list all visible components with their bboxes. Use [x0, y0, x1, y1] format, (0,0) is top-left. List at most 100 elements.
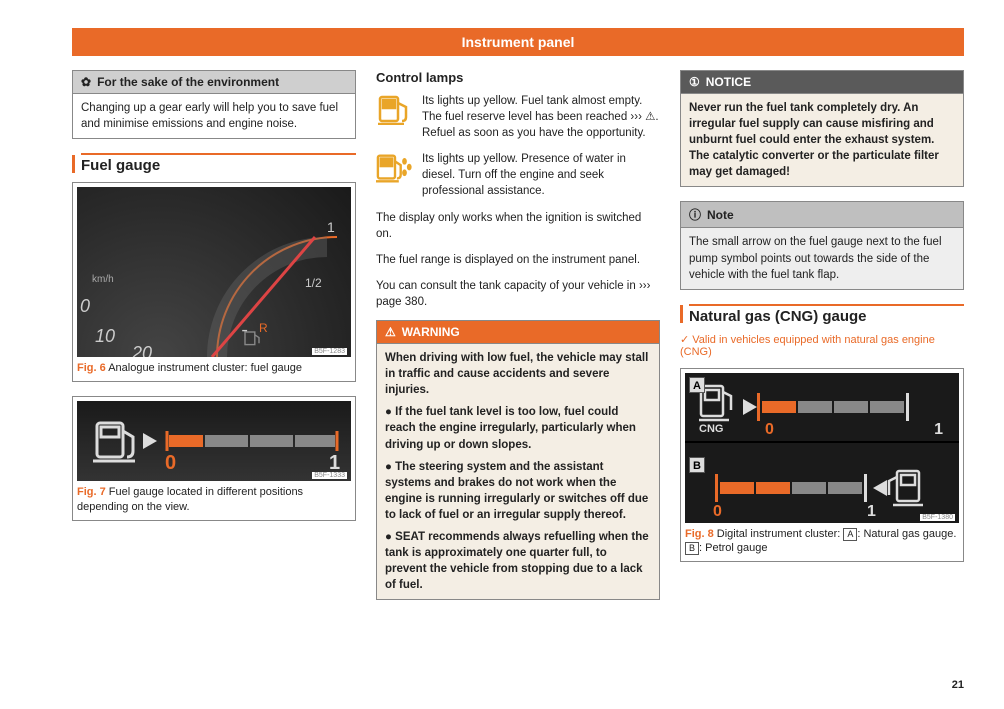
fuel-pump-water-icon [376, 151, 414, 199]
seg [762, 401, 796, 413]
seg [720, 482, 754, 494]
column-middle: Control lamps Its lights up yellow. Fuel… [376, 70, 660, 614]
seg [798, 401, 832, 413]
warning-box-title: WARNING [402, 325, 460, 339]
svg-text:0: 0 [80, 296, 90, 316]
valid-note: ✓ Valid in vehicles equipped with natura… [680, 333, 964, 358]
notice-box: ① NOTICE Never run the fuel tank complet… [680, 70, 964, 187]
figure-6-image: 1 1/2 R km/h 0 10 20 [77, 187, 351, 357]
figure-7-caption-text: Fuel gauge located in different position… [77, 486, 303, 512]
fig8-a-one: 1 [934, 421, 943, 439]
manual-page: Instrument panel ✿ For the sake of the e… [0, 0, 1004, 709]
section-fuel-gauge: Fuel gauge [72, 153, 356, 174]
seg [870, 401, 904, 413]
seg [792, 482, 826, 494]
section-accent-bar-2 [680, 305, 683, 323]
lamp-water-diesel: Its lights up yellow. Presence of water … [376, 151, 660, 199]
warning-lead: When driving with low fuel, the vehicle … [385, 350, 651, 398]
notice-icon: ① [689, 75, 700, 89]
figure-8-caption-pre: Digital instrument cluster: [717, 528, 844, 540]
warning-bullet-1: ● If the fuel tank level is too low, fue… [385, 404, 651, 452]
fig8-b-one: 1 [867, 503, 876, 521]
warning-bullet-3: ● SEAT recommends always refuelling when… [385, 529, 651, 593]
lamp-fuel-low-text: Its lights up yellow. Fuel tank almost e… [422, 93, 660, 141]
three-column-layout: ✿ For the sake of the environment Changi… [72, 70, 964, 614]
environment-box: ✿ For the sake of the environment Changi… [72, 70, 356, 139]
note-box-title: Note [707, 208, 734, 222]
figure-6: 1 1/2 R km/h 0 10 20 [72, 182, 356, 382]
figure-7-image: 0 1 B5F-1333 [77, 401, 351, 481]
figure-6-label: Fig. 6 [77, 362, 106, 374]
section-cng-gauge: Natural gas (CNG) gauge [680, 304, 964, 325]
warning-triangle-icon: ⚠ [385, 325, 396, 339]
warning-bullet-2: ● The steering system and the assistant … [385, 459, 651, 523]
figure-6-caption-text: Analogue instrument cluster: fuel gauge [108, 362, 302, 374]
figure-8-caption-a: : Natural gas gauge. [857, 528, 956, 540]
warning-box: ⚠ WARNING When driving with low fuel, th… [376, 320, 660, 600]
figure-8-image: A CNG [685, 373, 959, 523]
note-box: ⓘ Note The small arrow on the fuel gauge… [680, 201, 964, 289]
warning-box-body: When driving with low fuel, the vehicle … [377, 344, 659, 599]
section-title-text: Fuel gauge [81, 153, 356, 174]
figure-7-caption: Fig. 7 Fuel gauge located in different p… [77, 485, 351, 514]
svg-text:20: 20 [131, 343, 152, 357]
para-tank-capacity: You can consult the tank capacity of you… [376, 278, 660, 310]
environment-box-header: ✿ For the sake of the environment [73, 71, 355, 94]
figure-8: A CNG [680, 368, 964, 563]
petrol-pump-icon [887, 467, 927, 509]
arrow-left-icon [873, 480, 887, 496]
notice-box-title: NOTICE [706, 75, 751, 89]
page-title-bar: Instrument panel [72, 28, 964, 56]
digital-gauge-svg: 0 1 [77, 401, 357, 481]
figure-8-caption: Fig. 8 Digital instrument cluster: A: Na… [685, 527, 959, 556]
valid-note-text: Valid in vehicles equipped with natural … [680, 334, 935, 358]
svg-text:1/2: 1/2 [305, 276, 322, 290]
section-accent-bar [72, 155, 75, 173]
seg [828, 482, 862, 494]
info-icon: ⓘ [689, 206, 701, 223]
notice-box-body: Never run the fuel tank completely dry. … [681, 94, 963, 186]
para-fuel-range: The fuel range is displayed on the instr… [376, 252, 660, 268]
check-icon: ✓ [680, 334, 689, 346]
lamp-water-diesel-text: Its lights up yellow. Presence of water … [422, 151, 660, 199]
flower-icon: ✿ [81, 75, 91, 89]
lamp-fuel-low: Its lights up yellow. Fuel tank almost e… [376, 93, 660, 141]
fig8-a-zero: 0 [765, 421, 774, 439]
fig8-tag-b: B [689, 457, 705, 473]
svg-text:CNG: CNG [699, 423, 723, 432]
fig8-row-a: A CNG [685, 373, 959, 443]
environment-box-title: For the sake of the environment [97, 75, 279, 89]
svg-text:R: R [259, 321, 268, 335]
analogue-gauge-svg: 1 1/2 R km/h 0 10 20 [77, 187, 351, 357]
fig8-tag-a: A [689, 377, 705, 393]
seg [834, 401, 868, 413]
seg [756, 482, 790, 494]
figure-8-ref: B5F-1380 [920, 514, 955, 521]
page-number: 21 [952, 679, 964, 691]
warning-box-header: ⚠ WARNING [377, 321, 659, 344]
figure-7: 0 1 B5F-1333 Fig. 7 Fuel gauge located i… [72, 396, 356, 521]
environment-box-body: Changing up a gear early will help you t… [73, 94, 355, 138]
fig8-b-bar [715, 474, 867, 502]
arrow-right-icon [743, 399, 757, 415]
figure-7-ref: B5F-1333 [312, 472, 347, 479]
control-lamps-heading: Control lamps [376, 70, 660, 85]
notice-box-header: ① NOTICE [681, 71, 963, 94]
fig7-one: 1 [329, 452, 340, 474]
figure-8-label: Fig. 8 [685, 528, 714, 540]
fig8-row-b: B [685, 453, 959, 523]
para-ignition: The display only works when the ignition… [376, 210, 660, 242]
fig7-zero: 0 [165, 452, 176, 474]
svg-text:10: 10 [95, 326, 115, 346]
fig8-a-bar [757, 393, 909, 421]
figure-6-ref: B5F-1283 [312, 348, 347, 355]
figure-6-caption: Fig. 6 Analogue instrument cluster: fuel… [77, 361, 351, 375]
section-cng-title: Natural gas (CNG) gauge [689, 304, 964, 325]
note-box-body: The small arrow on the fuel gauge next t… [681, 228, 963, 288]
column-left: ✿ For the sake of the environment Changi… [72, 70, 356, 614]
column-right: ① NOTICE Never run the fuel tank complet… [680, 70, 964, 614]
svg-text:km/h: km/h [92, 274, 114, 285]
fig8-b-zero: 0 [713, 503, 722, 521]
key-b: B [685, 542, 699, 555]
figure-8-caption-b: : Petrol gauge [699, 542, 768, 554]
